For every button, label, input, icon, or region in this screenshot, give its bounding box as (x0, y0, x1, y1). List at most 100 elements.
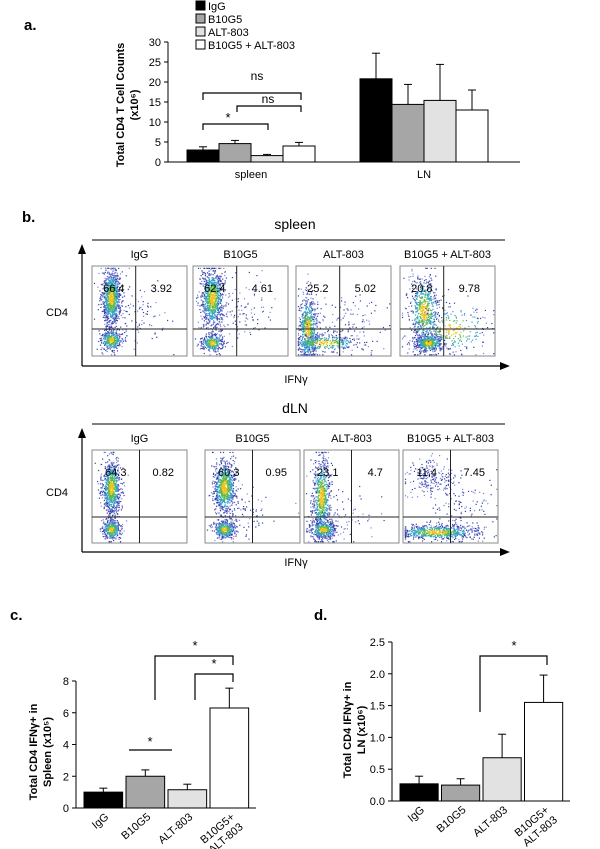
legend-swatch-combo (195, 39, 206, 50)
dln-quadrant-upper-right: 0.95 (266, 467, 287, 479)
panel-d-bar-3 (524, 701, 564, 802)
panel-d-ylabel-line1: Total CD4 IFNγ+ in (342, 681, 354, 778)
dln-quadrant-upper-left: 11.4 (416, 467, 437, 479)
sig-label-star-a: * (225, 110, 230, 125)
dln-quadrant-upper-right: 7.45 (464, 467, 485, 479)
dln-plot-title: IgG (131, 433, 149, 445)
panel-d-category-label: B10G5 (435, 804, 469, 835)
spleen-quadrant-upper-right: 4.61 (252, 283, 273, 295)
panel-d-ytick-label: 2.5 (370, 637, 385, 649)
panel-a-ytick-label: 15 (149, 97, 161, 109)
panel-a-ylabel: Total CD4 T Cell Counts (115, 43, 127, 167)
spleen-plot-title: ALT-803 (323, 249, 364, 261)
spleen-title: spleen (274, 216, 315, 232)
panel-b-label: b. (22, 209, 35, 226)
panel-a-ytick-label: 30 (149, 37, 161, 49)
panel-c-ytick-label: 0 (63, 803, 69, 815)
panel-d-category-label: B10G5+ALT-803 (513, 804, 560, 849)
panel-c-category-label: B10G5 (119, 811, 153, 842)
panel-a-ytick-label: 20 (149, 77, 161, 89)
panel-c-ytick-label: 8 (63, 676, 69, 688)
panel-c-label: c. (10, 607, 23, 624)
dln-x-arrowhead (500, 548, 510, 556)
sig-label-c-3: * (147, 734, 152, 749)
panel-d-significance (479, 655, 548, 712)
panel-d-ytick-label: 1.5 (370, 701, 385, 713)
panel-c-ytick-label: 4 (63, 740, 69, 752)
sig-bracket-ns-1 (202, 92, 302, 100)
panel-c-category-label: B10G5+ALT-803 (198, 811, 245, 849)
panel-c-ytick-label: 6 (63, 708, 69, 720)
panel-a-chart: 0 5 10 15 20 25 30 spleen LN (149, 37, 520, 181)
panel-d-category-label: IgG (406, 804, 427, 825)
legend-swatch-alt803 (195, 26, 206, 37)
panel-d-chart: 0.0 0.5 1.0 1.5 2.0 2.5 IgG B10G5 ALT-803 B10G5+A… (370, 637, 570, 849)
panel-a-ytick-label: 10 (149, 117, 161, 129)
dln-plot-title: B10G5 + ALT-803 (407, 433, 494, 445)
panel-a-ytick-label: 5 (155, 137, 161, 149)
panel-c-category-label: IgG (90, 811, 111, 832)
spleen-plot-title: IgG (131, 249, 149, 261)
sig-bracket-star (202, 123, 269, 130)
panel-a-ytick-label: 0 (155, 157, 161, 169)
panel-a-bar-b10g5 (218, 143, 252, 163)
dln-ifng-label: IFNγ (284, 557, 308, 569)
panel-d-ytick-label: 2.0 (370, 669, 385, 681)
dln-plot-title: ALT-803 (331, 433, 372, 445)
panel-c-significance (129, 655, 234, 751)
panel-d-label: d. (314, 607, 327, 624)
sig-label-ns-1: ns (251, 69, 264, 83)
spleen-x-arrowhead (500, 362, 510, 370)
spleen-plot-frame (399, 265, 496, 357)
sig-label-d-1: * (511, 638, 516, 653)
panel-a-category-label: LN (417, 169, 431, 181)
sig-bracket-d-1 (479, 655, 548, 712)
panel-a-bar-b10g5-alt-803 (455, 109, 489, 163)
panel-a-bar-b10g5 (391, 103, 425, 163)
dln-flow-plots: IgG 64.3 0.82 B10G5 60.3 0.95 ALT-803 23.1 4.7 B1… (91, 433, 499, 544)
panel-d-category-label: ALT-803 (471, 804, 510, 839)
panel-a-bar-alt-803 (250, 155, 284, 163)
panel-d-bar-0 (399, 783, 439, 802)
panel-d-ytick-label: 0.5 (370, 764, 385, 776)
spleen-plot-title: B10G5 + ALT-803 (404, 249, 491, 261)
spleen-quadrant-upper-left: 62.4 (204, 283, 225, 295)
dln-quadrant-upper-left: 60.3 (218, 467, 239, 479)
sig-bracket-c-1 (154, 655, 234, 700)
panel-d-bar-2 (482, 757, 522, 802)
sig-label-c-2: * (211, 656, 216, 671)
panel-a-significance (202, 92, 302, 130)
dln-plot-dots (305, 451, 385, 543)
sig-label-ns-2: ns (262, 92, 275, 106)
panel-d-ytick-label: 1.0 (370, 732, 385, 744)
panel-a-label: a. (24, 17, 37, 34)
panel-d-bar-1 (441, 784, 481, 802)
dln-quadrant-upper-left: 23.1 (317, 467, 338, 479)
legend-label-alt803: ALT-803 (208, 27, 249, 39)
panel-c-bar-0 (83, 791, 124, 809)
spleen-plot-title: B10G5 (223, 249, 257, 261)
spleen-plot-dots (93, 267, 175, 356)
panel-c-chart: 0 2 4 6 8 IgG B10G5 ALT-803 B10G5+ALT-803 (63, 676, 256, 849)
sig-label-c-1: * (192, 638, 197, 653)
panel-c-ylabel-line1: Total CD4 IFNγ+ in (28, 703, 40, 800)
legend-swatch-b10g5 (195, 13, 206, 24)
dln-quadrant-upper-right: 0.82 (153, 467, 174, 479)
spleen-quadrant-upper-right: 5.02 (355, 283, 376, 295)
panel-a-bar-igg (359, 78, 393, 163)
panel-a-ytick-label: 25 (149, 57, 161, 69)
spleen-quadrant-upper-left: 66.4 (103, 283, 124, 295)
panel-d-ytick-label: 0.0 (370, 796, 385, 808)
spleen-plot-dots (401, 267, 495, 356)
spleen-ifng-label: IFNγ (284, 374, 308, 386)
panel-c-bar-2 (167, 789, 208, 809)
spleen-quadrant-upper-right: 3.92 (151, 283, 172, 295)
panel-c-bar-1 (125, 775, 166, 809)
legend-swatch-igg (195, 0, 206, 11)
panel-a-bar-b10g5-alt-803 (282, 145, 316, 163)
dln-y-arrowhead (78, 428, 86, 438)
sig-bracket-c-2 (194, 673, 234, 700)
legend-label-igg: IgG (208, 1, 226, 13)
panel-d-ylabel-line2: LN (x10⁶) (356, 705, 368, 754)
